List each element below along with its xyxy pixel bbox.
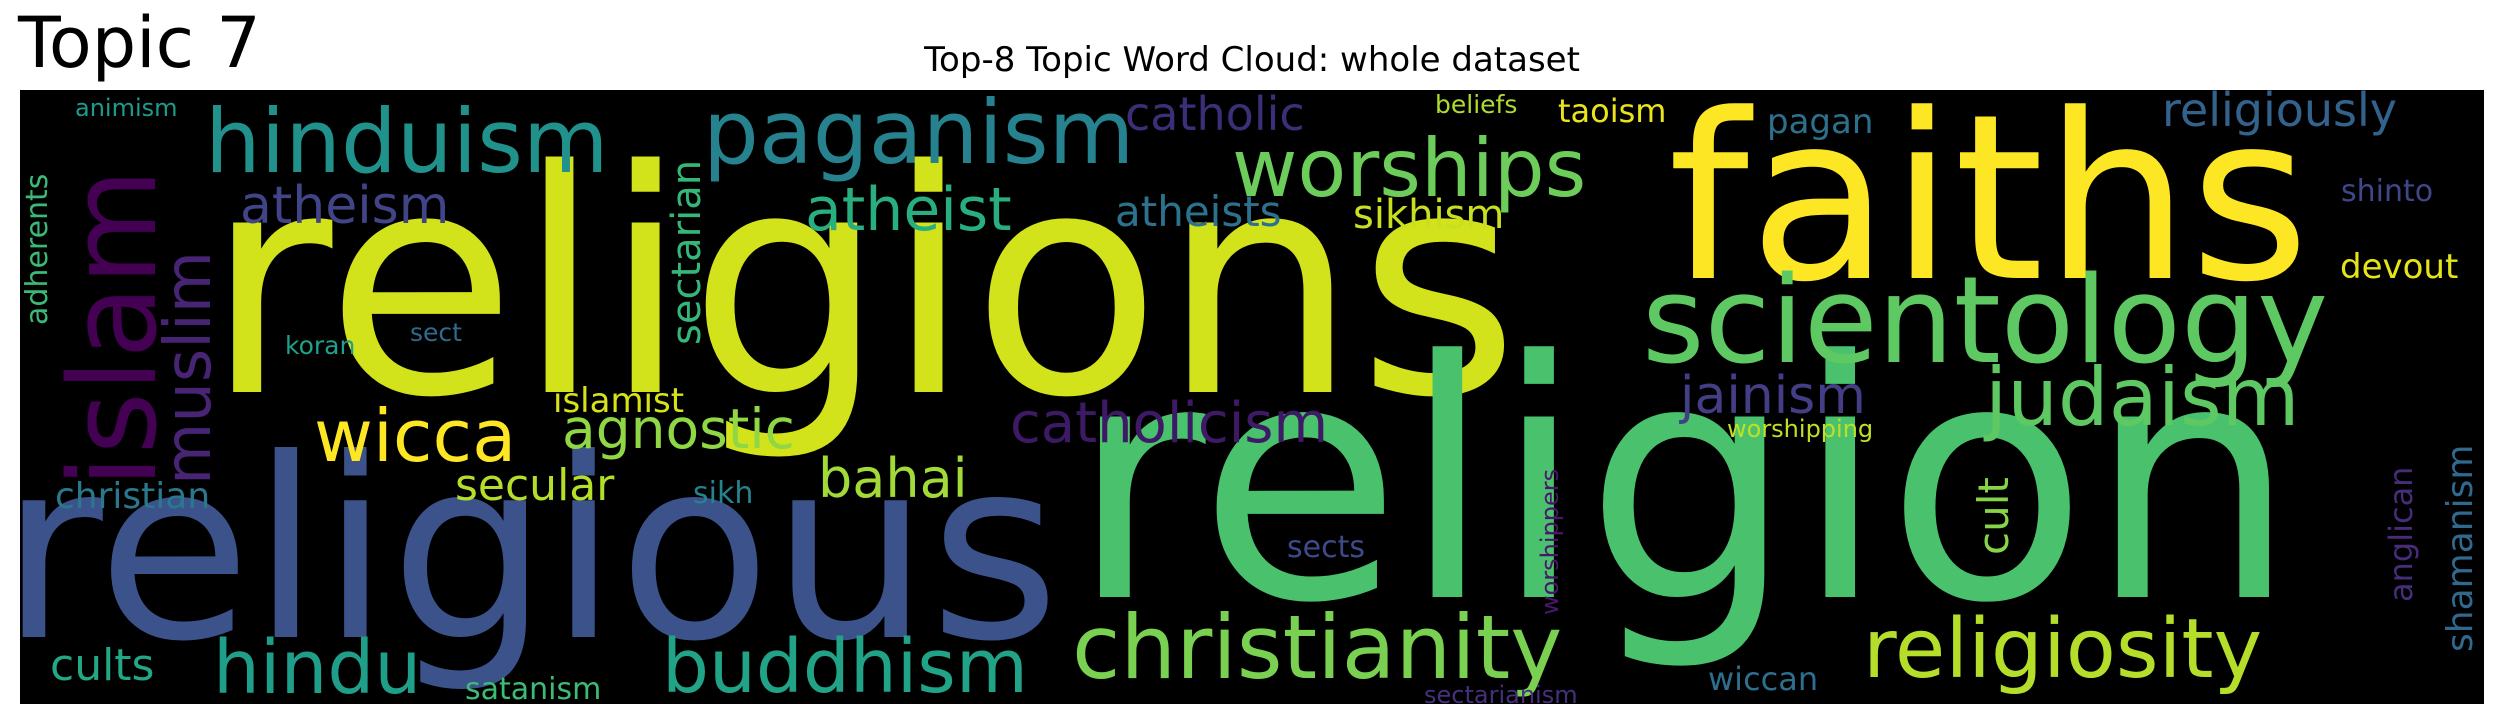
topic-label: Topic 7 [18,2,261,84]
word-worshipping: worshipping [1727,415,1873,443]
word-buddhism: buddhism [662,624,1028,710]
word-shinto: shinto [2341,174,2433,209]
word-sikhism: sikhism [1353,192,1504,238]
word-sectarian: sectarian [664,160,710,345]
word-atheist: atheist [805,175,1012,245]
word-taoism: taoism [1558,92,1666,130]
word-koran: koran [285,331,355,360]
word-sect: sect [410,318,462,347]
word-cult: cult [1969,477,2018,555]
word-atheism: atheism [240,176,449,236]
word-agnostic: agnostic [562,397,795,461]
word-pagan: pagan [1767,102,1873,142]
word-devout: devout [2340,247,2458,287]
word-wiccan: wiccan [1708,660,1818,698]
word-catholic: catholic [1125,87,1305,141]
word-religion: religion [1070,291,2297,675]
word-religious: religious [0,405,1060,696]
word-faiths: faiths [1668,66,2310,333]
word-wicca: wicca [314,394,516,478]
word-animism: animism [75,94,178,122]
word-religiosity: religiosity [1863,602,2262,697]
word-sects: sects [1287,530,1365,565]
word-paganism: paganism [703,81,1134,184]
word-judaism: judaism [1983,351,2300,444]
word-secular: secular [455,460,615,511]
word-christianity: christianity [1072,596,1562,699]
word-religiously: religiously [2162,83,2397,137]
word-anglican: anglican [2382,467,2420,602]
word-sikh: sikh [693,476,753,511]
word-hinduism: hinduism [205,90,609,193]
word-satanism: satanism [465,672,601,707]
word-muslim: muslim [152,251,226,485]
word-hindu: hindu [213,625,421,711]
word-cloud-background [20,90,2484,704]
chart-title: Top-8 Topic Word Cloud: whole dataset [924,40,1580,80]
word-christian: christian [55,476,210,517]
word-beliefs: beliefs [1435,90,1517,119]
word-atheists: atheists [1115,187,1282,236]
word-adherents: adherents [20,174,55,325]
word-sectarianism: sectarianism [1424,681,1578,709]
word-bahai: bahai [818,447,968,510]
word-worships: worships [1232,122,1586,215]
word-islamist: islamist [553,381,684,421]
word-catholicism: catholicism [1010,391,1328,456]
word-worshippers: worshippers [1536,469,1564,615]
word-jainism: jainism [1679,366,1866,426]
word-scientology: scientology [1642,252,2328,391]
word-islam: islam [45,168,184,488]
word-shamanism: shamanism [2440,445,2481,652]
word-religions: religions [205,105,1519,466]
word-cults: cults [50,640,154,691]
